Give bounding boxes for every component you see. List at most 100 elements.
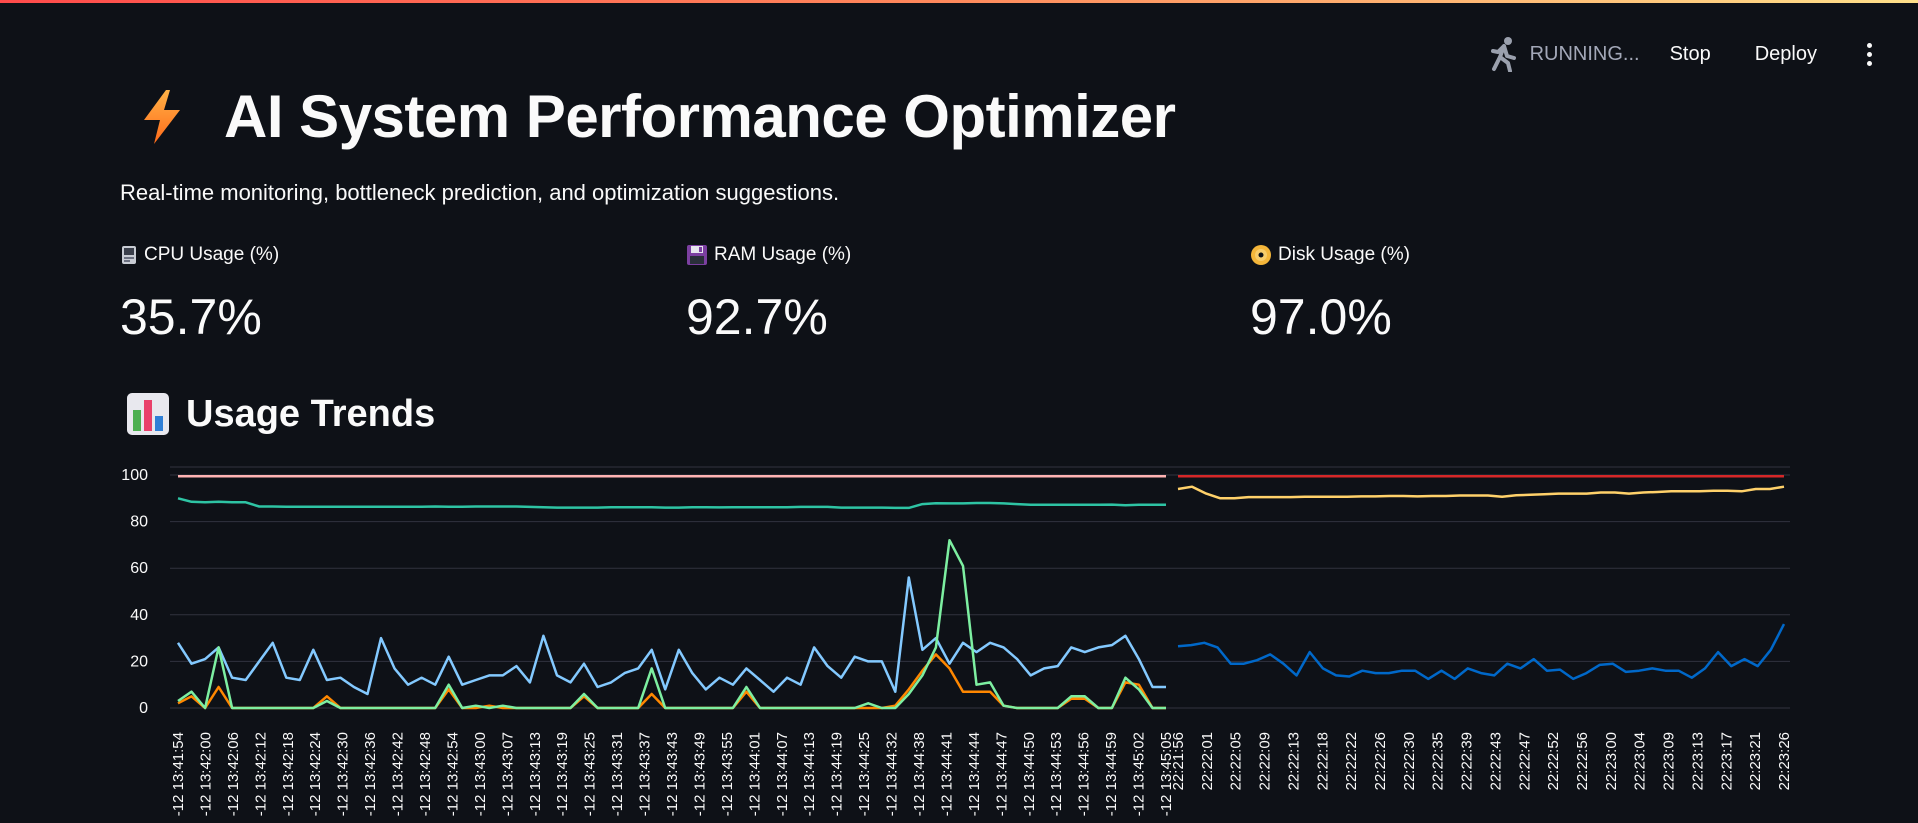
series-line — [177, 497, 1166, 510]
deploy-button[interactable]: Deploy — [1754, 42, 1817, 65]
page-title: AI System Performance Optimizer — [224, 83, 1176, 150]
x-tick-label: -12 13:44:38 — [911, 732, 928, 816]
x-tick-label: 22:23:13 — [1689, 732, 1706, 790]
metric-value: 35.7% — [120, 289, 262, 345]
x-tick-label: 22:23:09 — [1661, 732, 1678, 790]
top-accent-bar — [0, 0, 1918, 3]
x-tick-label: 22:22:09 — [1257, 732, 1274, 790]
x-tick-label: -12 13:44:01 — [746, 732, 763, 816]
x-tick-label: 22:23:00 — [1603, 732, 1620, 790]
x-tick-label: 22:23:21 — [1747, 732, 1764, 790]
x-tick-label: -12 13:45:05 — [1158, 732, 1175, 816]
x-tick-label: -12 13:44:13 — [801, 732, 818, 816]
x-tick-label: -12 13:45:02 — [1131, 732, 1148, 816]
x-tick-label: -12 13:42:42 — [390, 732, 407, 816]
optical-disk-icon — [1250, 244, 1272, 266]
metric-cpu: CPU Usage (%) 35.7% — [120, 244, 279, 346]
x-tick-label: -12 13:43:31 — [609, 732, 626, 816]
x-tick-label: -12 13:42:24 — [307, 732, 324, 816]
x-tick-label: 22:23:26 — [1776, 732, 1793, 790]
series-line — [1177, 623, 1786, 681]
x-tick-label: -12 13:43:49 — [691, 732, 708, 816]
metric-label: Disk Usage (%) — [1278, 244, 1410, 265]
y-tick-label: 40 — [130, 607, 148, 624]
x-tick-label: 22:23:04 — [1632, 732, 1649, 790]
running-person-icon — [1490, 37, 1516, 72]
x-tick-label: 22:22:52 — [1545, 732, 1562, 790]
metric-disk: Disk Usage (%) 97.0% — [1250, 244, 1410, 346]
x-tick-label: -12 13:41:54 — [170, 732, 187, 816]
x-tick-label: 22:22:13 — [1285, 732, 1302, 790]
x-tick-label: 22:22:05 — [1228, 732, 1245, 790]
chart-lines — [176, 474, 1786, 710]
x-tick-label: -12 13:44:32 — [884, 732, 901, 816]
x-tick-label: 22:22:39 — [1459, 732, 1476, 790]
stop-button[interactable]: Stop — [1669, 42, 1711, 65]
x-tick-label: -12 13:43:07 — [499, 732, 516, 816]
y-tick-label: 80 — [130, 514, 148, 531]
bar-chart-icon — [127, 393, 169, 435]
x-tick-label: -12 13:42:00 — [197, 732, 214, 816]
y-tick-label: 20 — [130, 653, 148, 670]
x-tick-label: 22:23:17 — [1718, 732, 1735, 790]
x-tick-label: 22:22:47 — [1516, 732, 1533, 790]
x-tick-label: -12 13:43:37 — [637, 732, 654, 816]
series-line — [177, 538, 1166, 710]
x-tick-label: 22:21:56 — [1170, 732, 1187, 790]
metric-label: RAM Usage (%) — [714, 244, 852, 265]
x-tick-label: 22:22:30 — [1401, 732, 1418, 790]
x-tick-label: -12 13:43:43 — [664, 732, 681, 816]
floppy-disk-icon — [686, 244, 708, 266]
x-tick-label: 22:22:01 — [1199, 732, 1216, 790]
x-tick-label: -12 13:44:47 — [993, 732, 1010, 816]
x-tick-label: -12 13:44:53 — [1048, 732, 1065, 816]
x-tick-label: -12 13:44:56 — [1076, 732, 1093, 816]
x-tick-label: -12 13:44:07 — [774, 732, 791, 816]
x-tick-label: 22:22:56 — [1574, 732, 1591, 790]
running-status: RUNNING... — [1488, 36, 1640, 72]
x-tick-label: -12 13:44:25 — [856, 732, 873, 816]
x-tick-label: -12 13:44:41 — [938, 732, 955, 816]
x-axis-ticks: -12 13:41:54 -12 13:42:00 -12 13:42:06 -12 … — [170, 732, 1793, 816]
x-tick-label: -12 13:44:44 — [966, 732, 983, 816]
page-subtitle: Real-time monitoring, bottleneck predict… — [120, 180, 840, 205]
section-title: Usage Trends — [186, 392, 436, 435]
x-tick-label: -12 13:42:12 — [252, 732, 269, 816]
x-tick-label: -12 13:44:50 — [1021, 732, 1038, 816]
x-tick-label: 22:22:18 — [1314, 732, 1331, 790]
x-tick-label: 22:22:26 — [1372, 732, 1389, 790]
series-line — [1177, 485, 1785, 500]
usage-trends-header: Usage Trends — [126, 392, 435, 436]
kebab-menu-icon[interactable] — [1861, 42, 1878, 66]
x-tick-label: 22:22:43 — [1487, 732, 1504, 790]
x-tick-label: -12 13:43:13 — [527, 732, 544, 816]
x-tick-label: -12 13:43:19 — [554, 732, 571, 816]
x-tick-label: -12 13:43:55 — [719, 732, 736, 816]
computer-icon — [120, 245, 138, 265]
metric-value: 92.7% — [686, 289, 828, 345]
page-header: AI System Performance Optimizer — [140, 82, 1176, 151]
y-tick-label: 100 — [121, 467, 148, 484]
y-axis-ticks: 0 20 40 60 80 100 — [121, 467, 148, 717]
app-toolbar: RUNNING... Stop Deploy — [1488, 36, 1878, 72]
series-line — [176, 576, 1166, 696]
metric-value: 97.0% — [1250, 289, 1392, 345]
status-text: RUNNING... — [1529, 42, 1640, 65]
x-tick-label: -12 13:42:36 — [362, 732, 379, 816]
x-tick-label: -12 13:44:19 — [829, 732, 846, 816]
metric-ram: RAM Usage (%) 92.7% — [686, 244, 851, 346]
x-tick-label: -12 13:42:06 — [225, 732, 242, 816]
x-tick-label: -12 13:43:00 — [472, 732, 489, 816]
x-tick-label: 22:22:35 — [1430, 732, 1447, 790]
x-tick-label: -12 13:42:48 — [417, 732, 434, 816]
lightning-bolt-icon — [144, 89, 180, 144]
x-tick-label: 22:22:22 — [1343, 732, 1360, 790]
metric-label: CPU Usage (%) — [144, 244, 280, 265]
y-tick-label: 0 — [139, 700, 148, 717]
x-tick-label: -12 13:44:59 — [1103, 732, 1120, 816]
x-tick-label: -12 13:42:30 — [335, 732, 352, 816]
x-tick-label: -12 13:43:25 — [582, 732, 599, 816]
x-tick-label: -12 13:42:54 — [444, 732, 461, 816]
x-tick-label: -12 13:42:18 — [280, 732, 297, 816]
